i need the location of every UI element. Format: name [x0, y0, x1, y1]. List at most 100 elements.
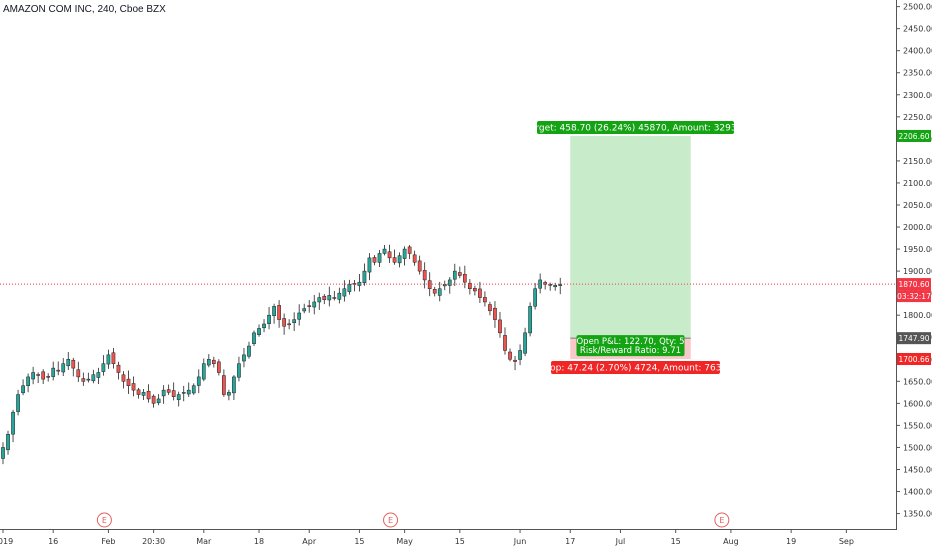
y-tick-label: 2300.00 [903, 91, 932, 100]
candle-body [508, 351, 512, 360]
candle-body [222, 375, 226, 395]
candle-body [181, 392, 186, 394]
candle-body [317, 297, 322, 303]
candle-body [478, 288, 482, 298]
candle-body [51, 367, 56, 377]
y-tick-label: 1950.00 [903, 245, 932, 254]
price-axis-badges: 2206.60 1870.60 03:32:17 1747.90 1700.66 [897, 129, 931, 365]
candle-body [46, 376, 51, 378]
y-tick-label: 2150.00 [903, 157, 932, 166]
y-tick-label: 1550.00 [903, 421, 932, 430]
y-tick-label: 1450.00 [903, 465, 932, 474]
candle-body [31, 372, 35, 380]
candle-body [498, 319, 502, 334]
y-tick-label: 1400.00 [903, 488, 932, 497]
entry-price-badge-box [897, 332, 931, 345]
x-tick-label: Mar [196, 537, 212, 546]
x-tick-label: Feb [101, 537, 115, 546]
candle-body [267, 314, 271, 325]
x-tick-label: 17 [565, 537, 575, 546]
candle-body [71, 359, 76, 369]
candle-body [237, 363, 241, 378]
candle-body [26, 376, 30, 386]
candle-body [101, 363, 106, 372]
candle-body [106, 354, 111, 365]
candle-body [21, 385, 25, 394]
y-tick-label: 1350.00 [903, 510, 932, 519]
candle-body [483, 297, 487, 303]
candle-body [447, 279, 452, 286]
candle-body [146, 390, 151, 400]
entry-price-badge: 1747.90 [898, 334, 929, 343]
x-tick-label: 15 [455, 537, 465, 546]
candle-body [468, 282, 472, 289]
candle-body [176, 394, 181, 400]
target-price-badge-box [897, 129, 931, 142]
candle-body [61, 363, 66, 373]
candle-body [282, 318, 286, 327]
target-price-badge: 2206.60 [898, 132, 929, 141]
candle-body [332, 297, 337, 299]
candle-body [41, 371, 46, 380]
candle-body [417, 260, 422, 272]
candle-body [56, 369, 61, 372]
y-tick-label: 1900.00 [903, 267, 932, 276]
candle-body [342, 288, 347, 297]
y-tick-label: 2500.00 [903, 3, 932, 12]
candle-body [367, 257, 372, 273]
candle-body [548, 284, 553, 286]
x-tick-label: 15 [671, 537, 681, 546]
position-zones [570, 135, 691, 359]
y-tick-label: 2250.00 [903, 113, 932, 122]
candles [1, 244, 563, 465]
candle-body [1, 447, 5, 459]
candle-body [247, 345, 251, 357]
candle-body [488, 304, 492, 312]
candle-body [111, 352, 116, 364]
candle-body [252, 332, 256, 344]
earnings-marker-label: E [102, 516, 107, 525]
candle-body [322, 295, 327, 301]
candle-body [292, 319, 297, 324]
candle-body [201, 363, 206, 380]
candle-body [166, 389, 171, 393]
y-tick-label: 2050.00 [903, 201, 932, 210]
candle-body [131, 383, 136, 391]
candle-body [161, 389, 166, 397]
countdown-badge-box [897, 290, 931, 303]
candle-body [422, 270, 427, 281]
countdown-badge: 03:32:17 [897, 292, 931, 301]
candle-body [121, 374, 126, 382]
x-tick-label: Jul [615, 537, 626, 546]
candle-body [277, 305, 281, 320]
x-tick-label: 18 [254, 537, 264, 546]
x-tick-label: May [396, 537, 413, 546]
candle-body [412, 254, 417, 263]
candle-body [402, 248, 407, 259]
x-tick-label: 2019 [0, 537, 13, 546]
target-zone [570, 135, 691, 339]
candle-body [232, 376, 236, 394]
earnings-marker[interactable] [383, 512, 399, 528]
candle-body [76, 369, 81, 378]
candle-body [217, 361, 221, 373]
candle-body [81, 378, 86, 382]
earnings-marker[interactable] [96, 512, 112, 528]
stop-label-box [551, 360, 720, 374]
earnings-marker[interactable] [714, 512, 730, 528]
y-tick-label: 1600.00 [903, 399, 932, 408]
candle-body [392, 257, 397, 263]
current-price-badge: 1870.60 [898, 280, 929, 289]
time-axis[interactable]: 2019 16 Feb 20:30 Mar 18 Apr 15 May 15 Jun 17 Jul 15 A… [0, 529, 854, 546]
candle-body [462, 273, 467, 283]
pnl-label-box [576, 335, 685, 357]
candle-body [533, 288, 537, 307]
y-tick-label: 2400.00 [903, 47, 932, 56]
candle-body [151, 395, 156, 404]
candle-body [272, 306, 276, 316]
candle-body [523, 332, 527, 354]
x-tick-label: 15 [354, 537, 364, 546]
candle-body [227, 392, 231, 396]
candle-body [377, 253, 382, 263]
